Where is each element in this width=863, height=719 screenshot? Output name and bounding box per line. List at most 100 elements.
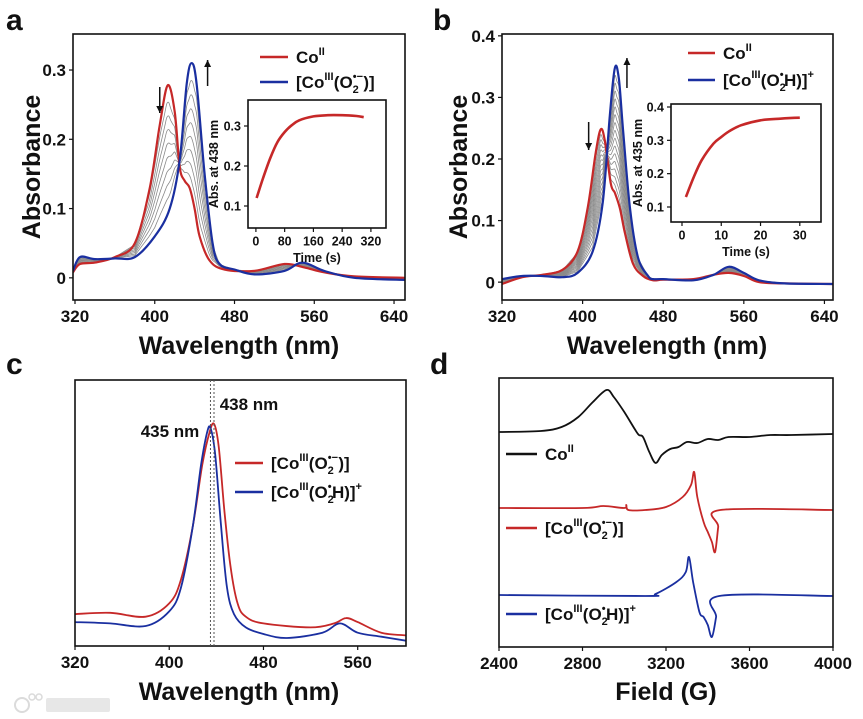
superscript: •−: [353, 71, 363, 83]
x-tick-label: 240: [332, 235, 353, 249]
superscript: III: [299, 452, 308, 464]
subscript: 2: [328, 494, 334, 506]
inset-x-axis-title: Time (s): [293, 251, 341, 265]
x-tick-label: 2400: [480, 654, 518, 673]
legend-label: CoII: [296, 46, 325, 67]
panel-letter: c: [6, 348, 23, 381]
legend-item: [CoIII (O2• H)]+: [235, 481, 362, 506]
plot-frame: [247, 99, 387, 229]
series-line: [502, 127, 833, 286]
label-text: H)]: [784, 71, 808, 90]
x-tick-label: 20: [754, 229, 768, 243]
plot-frame: [670, 103, 822, 223]
plot-frame: [72, 33, 406, 301]
plot-frame: [74, 379, 407, 647]
x-axis-title: Wavelength (nm): [567, 332, 767, 360]
x-tick-label: 640: [810, 307, 838, 326]
plot-area: [502, 64, 833, 286]
panel-letter: b: [433, 4, 451, 37]
inset-y-axis-title: Abs. at 438 nm: [207, 120, 221, 208]
series-line: [502, 64, 833, 286]
legend-item: [CoIII (O2• H)]+: [688, 69, 814, 94]
superscript: +: [356, 481, 362, 493]
y-tick-label: 0.1: [42, 200, 66, 219]
inset-x-axis-title: Time (s): [722, 245, 770, 259]
legend-item: CoII: [506, 443, 574, 464]
legend-item: [CoIII (O2•− )]: [235, 452, 350, 477]
x-tick-label: 2800: [564, 654, 602, 673]
y-tick-label: 0.1: [647, 201, 664, 215]
label-text: (O: [309, 483, 328, 502]
x-tick-label: 560: [300, 307, 328, 326]
plot-area: [255, 113, 364, 199]
inset-chart: 0 10 20 30 0.1 0.2 0.3 0.4 Time (s) Abs. at 435 n…: [631, 101, 822, 259]
legend-item: [CoIII (O2•− )]: [506, 517, 624, 542]
y-tick-label: 0.1: [471, 212, 495, 231]
x-tick-label: 30: [793, 229, 807, 243]
label-text: H)]: [606, 605, 630, 624]
x-tick-label: 480: [220, 307, 248, 326]
y-tick-label: 0.3: [471, 89, 495, 108]
watermark-logo: [14, 693, 110, 713]
superscript: III: [751, 69, 760, 81]
superscript: •−: [328, 452, 338, 464]
label-text: [Co: [545, 605, 573, 624]
superscript: III: [573, 603, 582, 615]
label-text: )]: [363, 73, 374, 92]
x-tick-label: 160: [303, 235, 324, 249]
y-tick-label: 0.4: [647, 101, 664, 115]
label-text: )]: [612, 519, 623, 538]
panel-a: a 320 400 480 560 640 0 0.1 0.2 0.3 Wavelength (nm…: [6, 4, 408, 360]
series-line: [499, 470, 833, 554]
x-axis-title: Wavelength (nm): [139, 678, 339, 706]
legend-label: CoII: [723, 42, 752, 63]
superscript: •−: [602, 517, 612, 529]
label-text: (O: [583, 519, 602, 538]
label-text: Co: [296, 48, 319, 67]
label-text: (O: [334, 73, 353, 92]
y-tick-label: 0.3: [647, 134, 664, 148]
x-tick-label: 3200: [647, 654, 685, 673]
superscript: +: [630, 603, 636, 615]
legend-item: CoII: [260, 46, 325, 67]
label-text: [Co: [271, 483, 299, 502]
subscript: 2: [353, 84, 359, 96]
legend-item: [CoIII (O2• H)]+: [506, 603, 636, 628]
x-axis-title: Wavelength (nm): [139, 332, 339, 360]
legend-item: [CoIII (O2•− )]: [260, 71, 375, 96]
subscript: 2: [780, 82, 786, 94]
y-tick-label: 0.2: [647, 167, 664, 181]
arrow-up-icon: [623, 58, 631, 88]
y-tick-label: 0: [486, 273, 495, 292]
panel-letter: d: [430, 348, 448, 381]
legend-label: [CoIII (O2• H)]+: [271, 481, 362, 506]
label-text: (O: [761, 71, 780, 90]
panel-b: b 320 400 480 560 640 0 0.1 0.2 0.3 0.4 Wavelength …: [433, 4, 839, 360]
plot-area: [73, 62, 405, 281]
subscript: 2: [328, 465, 334, 477]
y-tick-label: 0: [57, 269, 66, 288]
series-line: [73, 62, 405, 281]
y-tick-label: 0.2: [224, 160, 241, 174]
inset-background: [248, 100, 386, 228]
arrow-down-icon: [156, 87, 164, 113]
y-tick-label: 0.2: [471, 150, 495, 169]
legend-label: CoII: [545, 443, 574, 464]
label-text: [Co: [723, 71, 751, 90]
y-tick-label: 0.3: [42, 61, 66, 80]
plot-frame: [501, 33, 834, 301]
superscript: III: [573, 517, 582, 529]
peak-label-435: 435 nm: [141, 422, 200, 441]
inset-series-line: [255, 113, 364, 199]
label-text: Co: [723, 44, 746, 63]
panel-letter: a: [6, 4, 23, 37]
arrow-up-icon: [204, 60, 212, 86]
inset-chart: 0 80 160 240 320 0.1 0.2 0.3 Time (s) Abs. at 438…: [207, 99, 387, 265]
x-tick-label: 320: [61, 653, 89, 672]
label-text: (O: [583, 605, 602, 624]
y-tick-label: 0.4: [471, 27, 495, 46]
panel-c: c 320 400 480 560 Wavelength (nm) 435 nm 438 nm…: [6, 348, 407, 706]
x-tick-label: 480: [249, 653, 277, 672]
superscript: III: [324, 71, 333, 83]
arrow-down-icon: [585, 122, 593, 150]
